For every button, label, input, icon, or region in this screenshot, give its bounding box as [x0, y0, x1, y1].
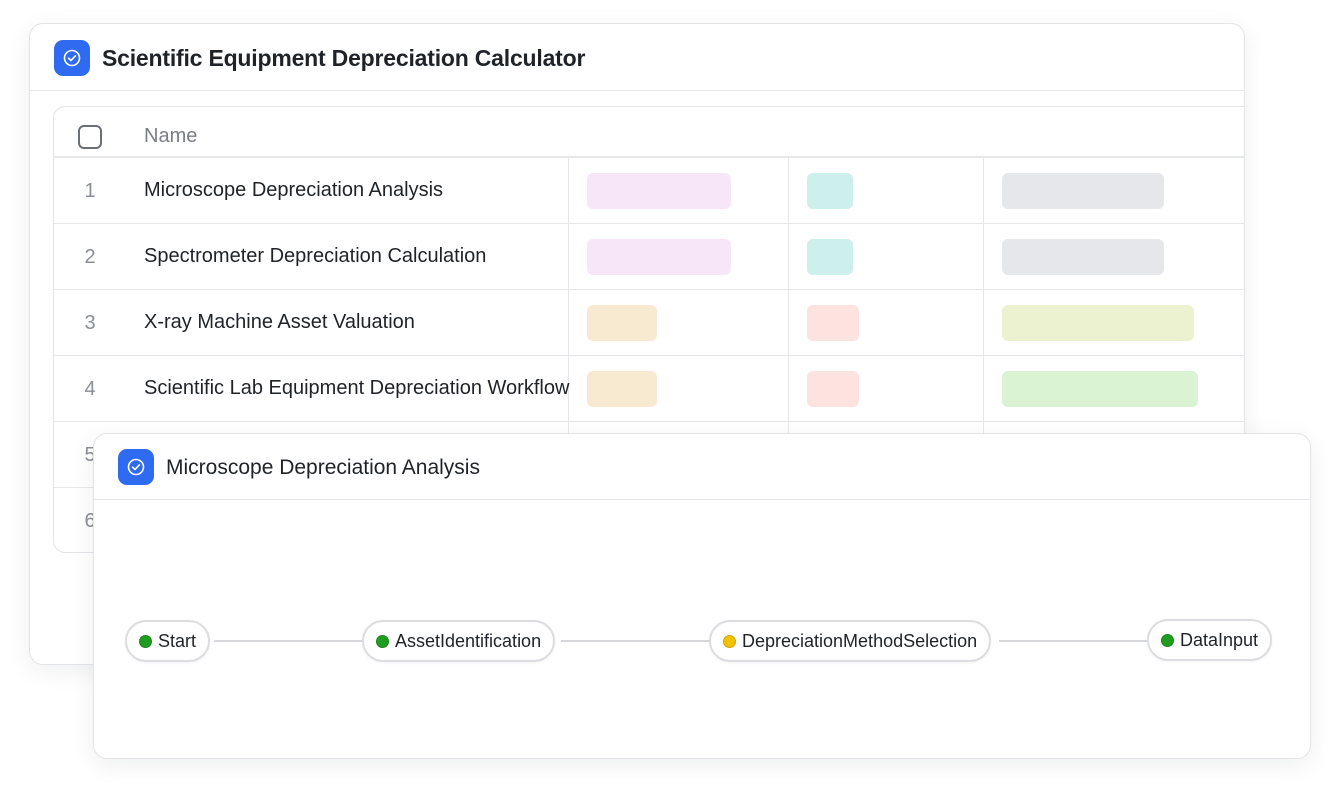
- workflow-edge: [214, 640, 364, 642]
- row-name[interactable]: Microscope Depreciation Analysis: [144, 179, 444, 201]
- node-label: DataInput: [1180, 629, 1259, 650]
- tag-cell[interactable]: [1002, 173, 1164, 209]
- column-header-name[interactable]: Name: [144, 125, 198, 147]
- table-header: Name: [54, 107, 1244, 158]
- check-circle-icon: [54, 40, 90, 76]
- workflow-window: Microscope Depreciation Analysis Start A…: [93, 433, 1311, 759]
- row-number: 6: [84, 510, 96, 532]
- table-row[interactable]: 3 X-ray Machine Asset Valuation: [54, 290, 1244, 356]
- table-row[interactable]: 6: [54, 488, 1244, 552]
- tag-cell[interactable]: [807, 305, 859, 341]
- node-label: DepreciationMethodSelection: [742, 630, 978, 651]
- workflow-edge: [999, 640, 1149, 642]
- tag-cell[interactable]: [587, 239, 731, 275]
- row-number: 2: [84, 246, 96, 268]
- workflow-header: Microscope Depreciation Analysis: [94, 434, 1310, 500]
- select-all-checkbox[interactable]: [78, 125, 102, 149]
- workflow-node-depreciation-method-selection[interactable]: DepreciationMethodSelection: [709, 620, 992, 662]
- tag-cell[interactable]: [587, 173, 731, 209]
- tag-cell[interactable]: [807, 239, 853, 275]
- status-dot: [139, 634, 152, 648]
- status-dot: [723, 634, 736, 648]
- row-number: 5: [84, 444, 96, 466]
- row-name[interactable]: X-ray Machine Asset Valuation: [144, 311, 415, 333]
- status-dot: [1161, 633, 1174, 647]
- row-name[interactable]: Spectrometer Depreciation Calculation: [144, 245, 487, 267]
- workflow-node-data-input[interactable]: DataInput: [1147, 619, 1273, 661]
- row-name[interactable]: Scientific Lab Equipment Depreciation Wo…: [144, 377, 570, 399]
- table-row[interactable]: 2 Spectrometer Depreciation Calculation: [54, 224, 1244, 290]
- calculator-header: Scientific Equipment Depreciation Calcul…: [30, 24, 1244, 91]
- workflow-node-asset-identification[interactable]: AssetIdentification: [362, 620, 556, 662]
- tag-cell[interactable]: [587, 371, 657, 407]
- node-label: Start: [158, 630, 197, 651]
- row-number: 1: [84, 180, 96, 202]
- tag-cell[interactable]: [807, 173, 853, 209]
- workflow-canvas[interactable]: Start AssetIdentification DepreciationMe…: [94, 501, 1310, 758]
- status-dot: [376, 634, 389, 648]
- row-number: 4: [84, 378, 96, 400]
- table-row[interactable]: 4 Scientific Lab Equipment Depreciation …: [54, 356, 1244, 422]
- tag-cell[interactable]: [587, 305, 657, 341]
- page-title: Scientific Equipment Depreciation Calcul…: [102, 45, 586, 71]
- tag-cell[interactable]: [1002, 305, 1194, 341]
- workflow-title: Microscope Depreciation Analysis: [166, 456, 480, 479]
- tag-cell[interactable]: [1002, 239, 1164, 275]
- table-row[interactable]: 1 Microscope Depreciation Analysis: [54, 158, 1244, 224]
- tag-cell[interactable]: [1002, 371, 1198, 407]
- workflow-node-start[interactable]: Start: [125, 620, 211, 662]
- row-number: 3: [84, 312, 96, 334]
- tag-cell[interactable]: [807, 371, 859, 407]
- workflow-edge: [561, 640, 711, 642]
- node-label: AssetIdentification: [395, 630, 542, 651]
- check-circle-icon: [118, 449, 154, 485]
